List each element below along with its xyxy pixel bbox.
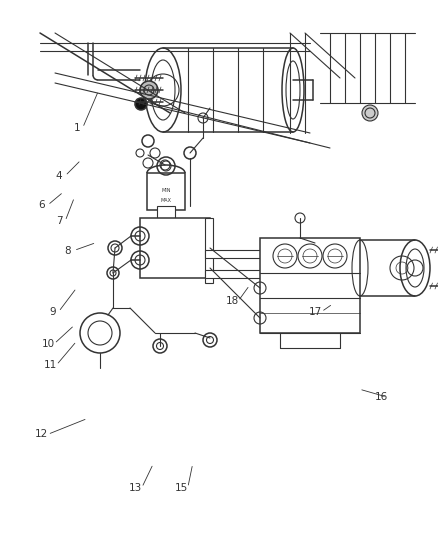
Text: 16: 16 [374,392,388,402]
Circle shape [135,98,147,110]
Text: 6: 6 [38,200,45,210]
Text: MAX: MAX [160,198,172,203]
Text: 10: 10 [42,339,55,349]
Text: 4: 4 [56,171,63,181]
Text: 15: 15 [175,483,188,492]
Bar [260,238,360,333]
Text: 17: 17 [309,307,322,317]
Polygon shape [147,173,185,210]
Bar [205,218,213,283]
Text: 13: 13 [129,483,142,492]
Text: 11: 11 [44,360,57,370]
Circle shape [140,81,158,99]
Text: 12: 12 [35,430,48,439]
Text: 9: 9 [49,307,56,317]
Bar [205,250,285,258]
Bar [140,218,210,278]
Circle shape [362,105,378,121]
Bar [205,270,285,278]
Text: 7: 7 [56,216,63,226]
Text: 8: 8 [64,246,71,255]
Bar [157,206,175,220]
Text: MIN: MIN [161,189,171,193]
Text: 1: 1 [73,123,80,133]
Text: 18: 18 [226,296,239,306]
